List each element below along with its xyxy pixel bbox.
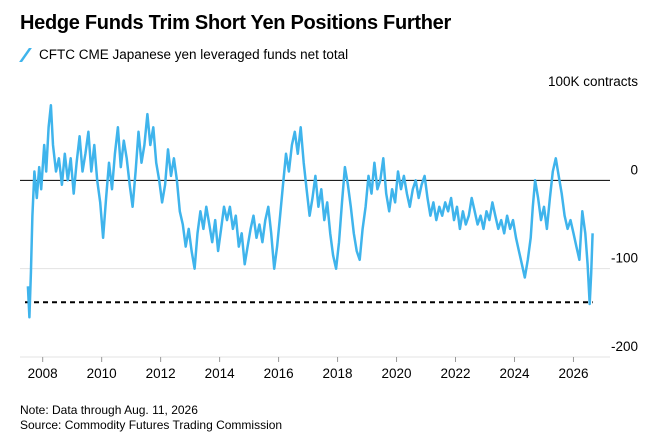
x-tick-label: 2014 — [205, 366, 236, 381]
y-tick-labels: 0 -100 -200 — [611, 162, 638, 354]
series-group — [26, 104, 594, 319]
x-tick-label: 2008 — [28, 366, 58, 381]
x-tick-labels: 2008 2010 2012 2014 2016 2018 2020 2022 2024 2026 — [28, 357, 588, 381]
series-line — [26, 104, 594, 319]
y-tick-label: -200 — [611, 339, 638, 354]
legend-label: CFTC CME Japanese yen leveraged funds ne… — [39, 47, 349, 62]
x-tick-label: 2016 — [264, 366, 294, 381]
y-axis-unit-label: 100K contracts — [547, 74, 638, 89]
legend: CFTC CME Japanese yen leveraged funds ne… — [19, 47, 349, 62]
chart-title: Hedge Funds Trim Short Yen Positions Fur… — [20, 12, 451, 34]
x-tick-label: 2020 — [382, 366, 412, 381]
footnote: Note: Data through Aug. 11, 2026 — [20, 403, 198, 417]
y-tick-label: 0 — [630, 162, 638, 177]
grid-lines — [20, 179, 610, 358]
x-tick-label: 2010 — [87, 366, 117, 381]
x-tick-label: 2012 — [146, 366, 176, 381]
x-tick-label: 2024 — [499, 366, 530, 381]
y-tick-label: -100 — [611, 251, 638, 266]
x-tick-label: 2026 — [558, 366, 588, 381]
x-tick-label: 2018 — [323, 366, 353, 381]
x-tick-label: 2022 — [440, 366, 470, 381]
source-line: Source: Commodity Futures Trading Commis… — [20, 418, 283, 432]
